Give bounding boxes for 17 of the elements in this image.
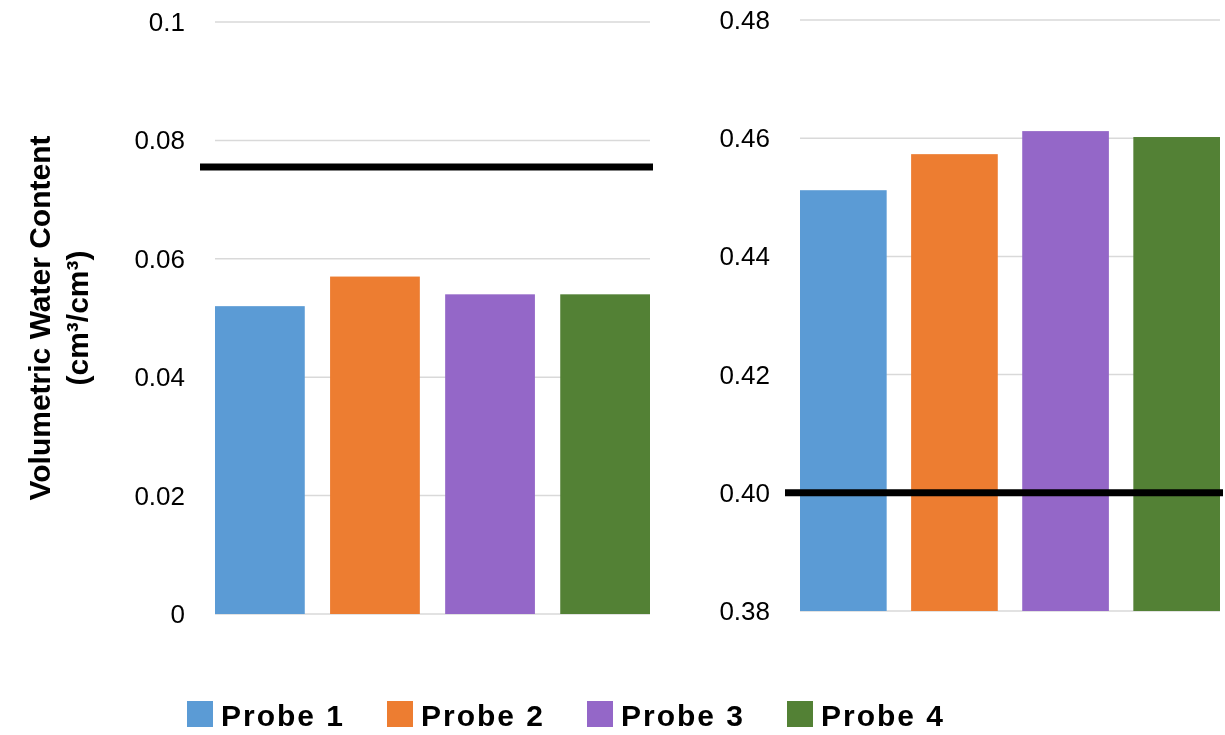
y-tick-label: 0.48 — [719, 5, 770, 35]
y-tick-label: 0.08 — [134, 125, 185, 156]
y-tick-label: 0.46 — [719, 123, 770, 154]
y-tick-label: 0.1 — [148, 7, 185, 37]
legend-label: Probe 3 — [621, 698, 746, 732]
y-tick-label: 0.42 — [719, 359, 770, 390]
y-axis-title: Volumetric Water Content (cm³/cm³) — [23, 135, 94, 501]
y-tick-label: 0.06 — [134, 243, 185, 274]
legend-label: Probe 1 — [221, 698, 346, 732]
y-tick-label: 0 — [170, 599, 185, 629]
legend-label: Probe 2 — [421, 698, 546, 732]
y-tick-label: 0.02 — [134, 480, 185, 511]
y-tick-label: 0.38 — [719, 596, 770, 626]
y-tick-label: 0.44 — [719, 241, 770, 272]
y-tick-label: 0.40 — [719, 477, 770, 508]
y-tick-label: 0.04 — [134, 362, 185, 393]
legend-label: Probe 4 — [821, 698, 946, 732]
